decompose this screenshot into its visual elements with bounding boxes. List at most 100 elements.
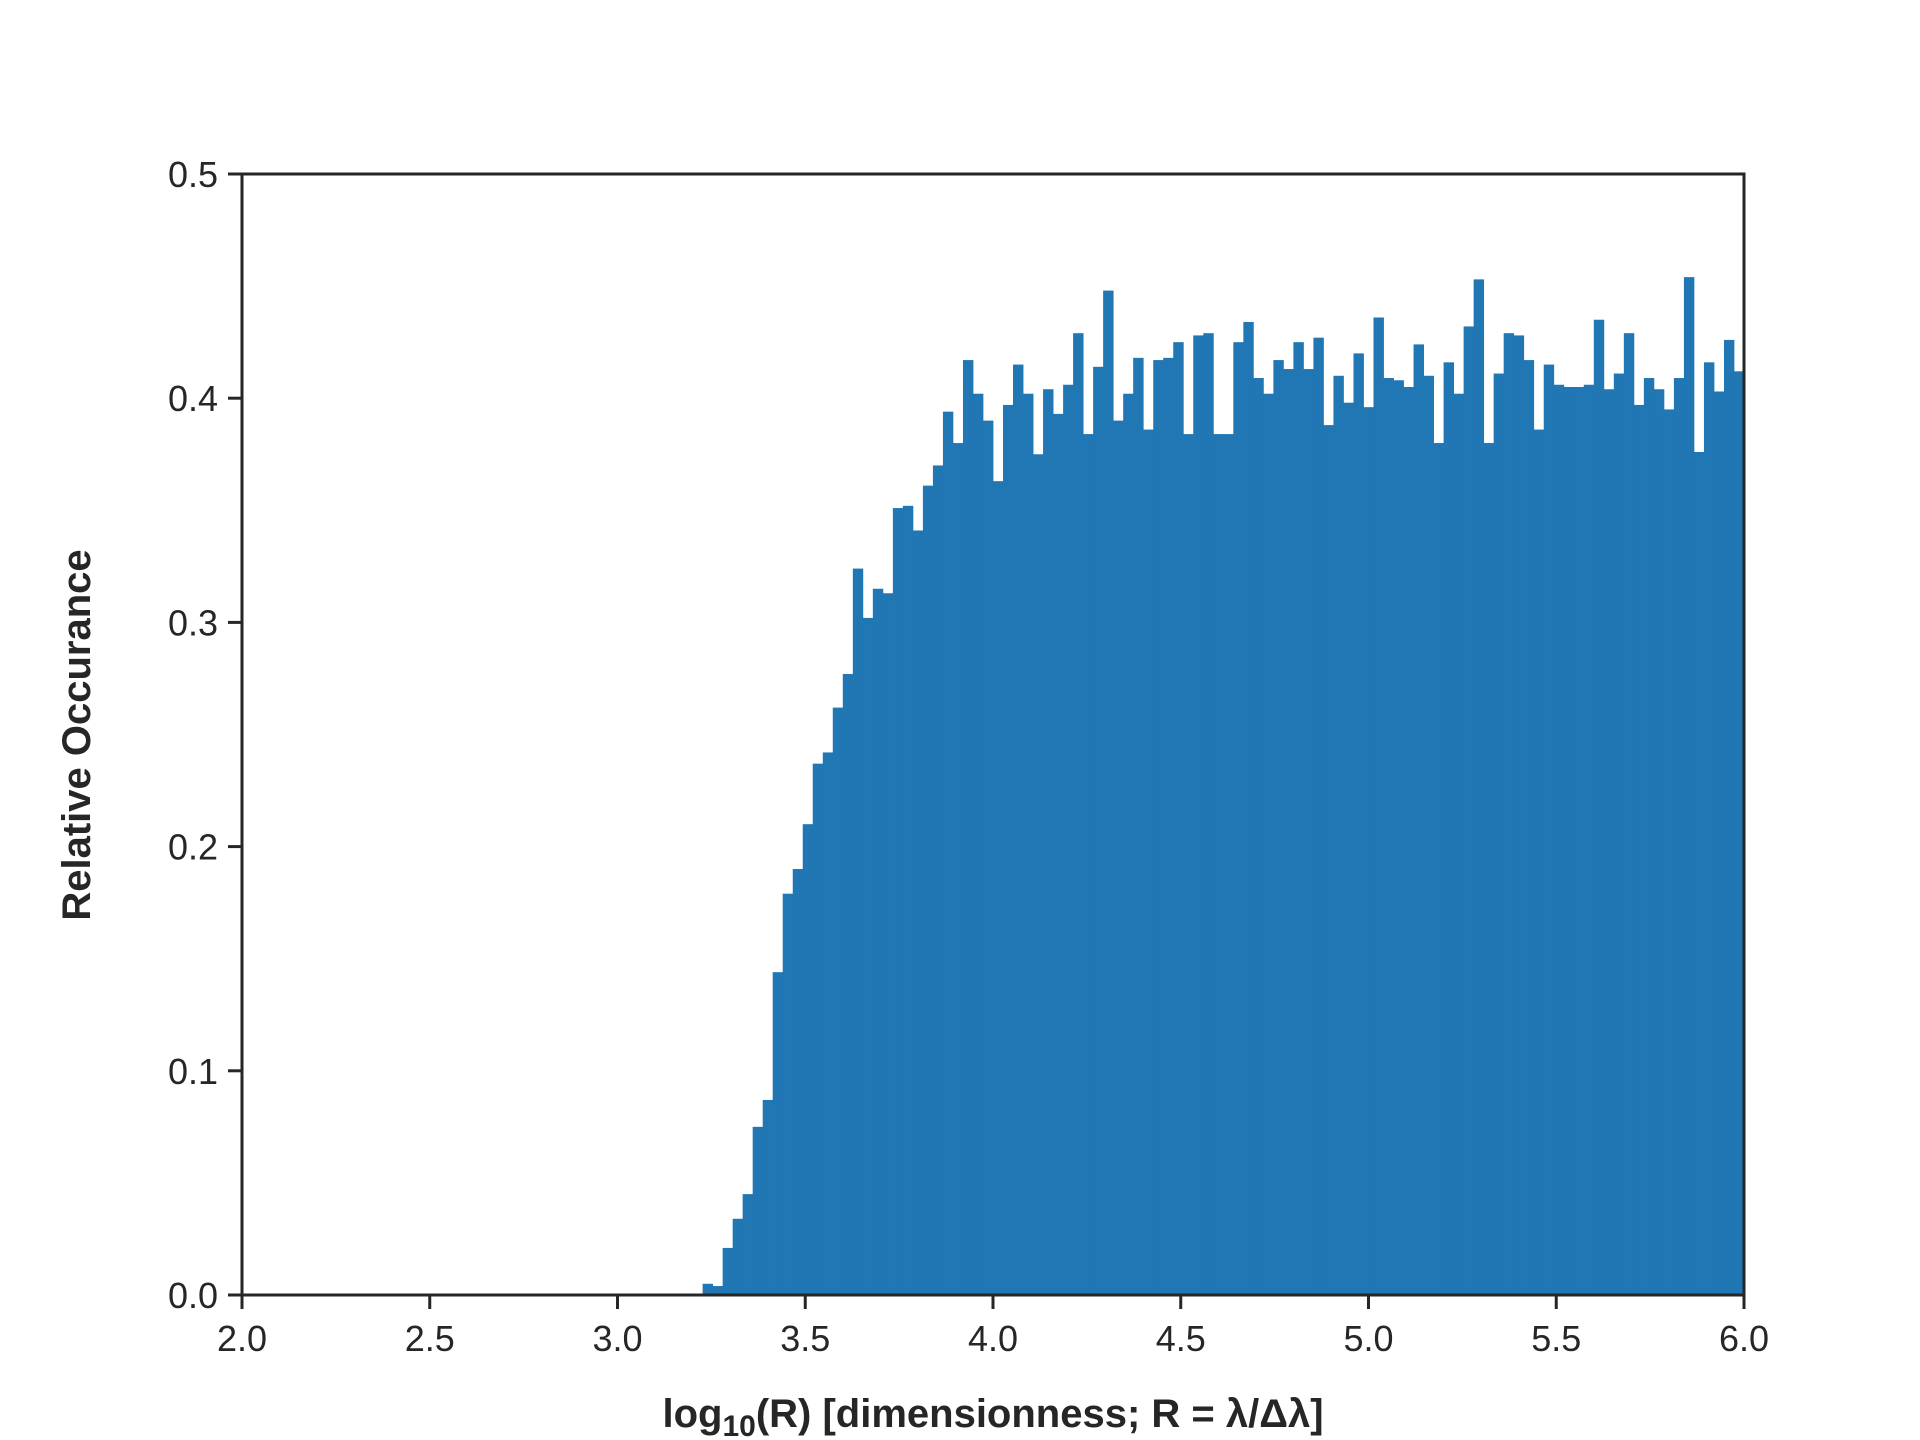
bar	[1113, 420, 1124, 1295]
y-tick-label: 0.3	[168, 602, 218, 643]
bar	[1083, 434, 1094, 1295]
bar	[1613, 373, 1625, 1296]
y-tick-label: 0.1	[168, 1051, 218, 1092]
bar	[912, 530, 924, 1295]
bar	[1413, 344, 1424, 1296]
x-tick-label: 4.5	[1156, 1318, 1206, 1359]
bar	[902, 505, 914, 1295]
bar	[1553, 384, 1565, 1295]
bar	[1243, 321, 1254, 1295]
bar	[1063, 384, 1074, 1295]
bar	[1213, 434, 1224, 1295]
bar	[1313, 337, 1324, 1295]
bar	[732, 1218, 744, 1295]
bar	[1483, 443, 1495, 1295]
bar	[1003, 404, 1014, 1295]
x-tick-label: 4.0	[968, 1318, 1018, 1359]
bar	[1573, 386, 1585, 1295]
bar	[1303, 369, 1314, 1296]
bar	[882, 593, 894, 1295]
x-tick-label: 5.0	[1343, 1318, 1393, 1359]
x-axis-label: log10(R) [dimensionness; R = λ/Δλ]	[662, 1392, 1323, 1440]
bar	[1103, 290, 1114, 1296]
bar	[1523, 360, 1535, 1295]
bar	[1133, 357, 1144, 1295]
bar	[1603, 389, 1615, 1295]
bar	[1703, 362, 1715, 1295]
bar	[1013, 364, 1024, 1295]
bar	[1293, 342, 1304, 1295]
y-tick-label: 0.5	[168, 154, 218, 195]
bar	[802, 824, 814, 1295]
bar	[1673, 378, 1685, 1296]
bar	[1203, 333, 1214, 1295]
y-tick-label: 0.0	[168, 1275, 218, 1316]
bar	[1503, 333, 1515, 1295]
bar	[1023, 393, 1034, 1295]
bar	[1163, 357, 1174, 1295]
bar	[1093, 366, 1104, 1295]
bar	[1253, 378, 1264, 1296]
bar	[1473, 279, 1485, 1295]
x-tick-label: 3.5	[780, 1318, 830, 1359]
bar	[822, 752, 834, 1295]
bar	[1353, 353, 1364, 1295]
bar	[1463, 326, 1475, 1295]
bar	[1713, 391, 1725, 1295]
bar	[1173, 342, 1184, 1295]
bar	[1623, 333, 1635, 1295]
bar	[1283, 369, 1294, 1296]
bar	[1543, 364, 1555, 1295]
bar	[1593, 319, 1605, 1296]
bar	[962, 360, 974, 1295]
bar	[1383, 378, 1394, 1296]
bar	[1403, 386, 1414, 1295]
bar	[792, 869, 804, 1295]
bar	[1233, 342, 1244, 1295]
bar	[852, 568, 864, 1295]
x-tick-label: 5.5	[1531, 1318, 1581, 1359]
y-tick-label: 0.2	[168, 827, 218, 868]
bar	[1663, 409, 1675, 1295]
bar	[1363, 407, 1374, 1296]
bar	[1443, 362, 1455, 1295]
bar	[1373, 317, 1384, 1295]
x-tick-label: 2.0	[217, 1318, 267, 1359]
bar	[812, 763, 824, 1295]
bar	[1033, 454, 1044, 1295]
bar	[952, 443, 964, 1295]
bar	[1143, 429, 1154, 1295]
bar	[832, 707, 844, 1295]
bar	[1333, 375, 1344, 1295]
bar	[872, 588, 884, 1295]
bar	[1493, 373, 1505, 1296]
bar	[1563, 386, 1575, 1295]
x-tick-label: 3.0	[592, 1318, 642, 1359]
y-axis-label: Relative Occurance	[55, 549, 99, 920]
bar	[862, 617, 874, 1295]
bar	[712, 1286, 724, 1295]
bar	[782, 893, 794, 1295]
bar	[993, 481, 1004, 1295]
bar	[1343, 402, 1354, 1296]
bar	[972, 393, 984, 1295]
bar	[1583, 384, 1595, 1295]
bar	[1533, 429, 1545, 1295]
bar	[1323, 425, 1334, 1295]
bar	[1223, 434, 1234, 1295]
bar	[1123, 393, 1134, 1295]
y-tick-label: 0.4	[168, 378, 218, 419]
bar	[1733, 371, 1745, 1295]
bar	[1693, 452, 1705, 1295]
bar	[1633, 404, 1645, 1295]
bar	[1723, 339, 1735, 1296]
x-tick-label: 2.5	[405, 1318, 455, 1359]
bar	[1453, 393, 1465, 1295]
bar	[772, 972, 784, 1295]
bar	[762, 1099, 774, 1295]
bar	[892, 508, 904, 1296]
bar	[1513, 335, 1525, 1295]
bar	[1263, 393, 1274, 1295]
bar	[932, 465, 944, 1296]
